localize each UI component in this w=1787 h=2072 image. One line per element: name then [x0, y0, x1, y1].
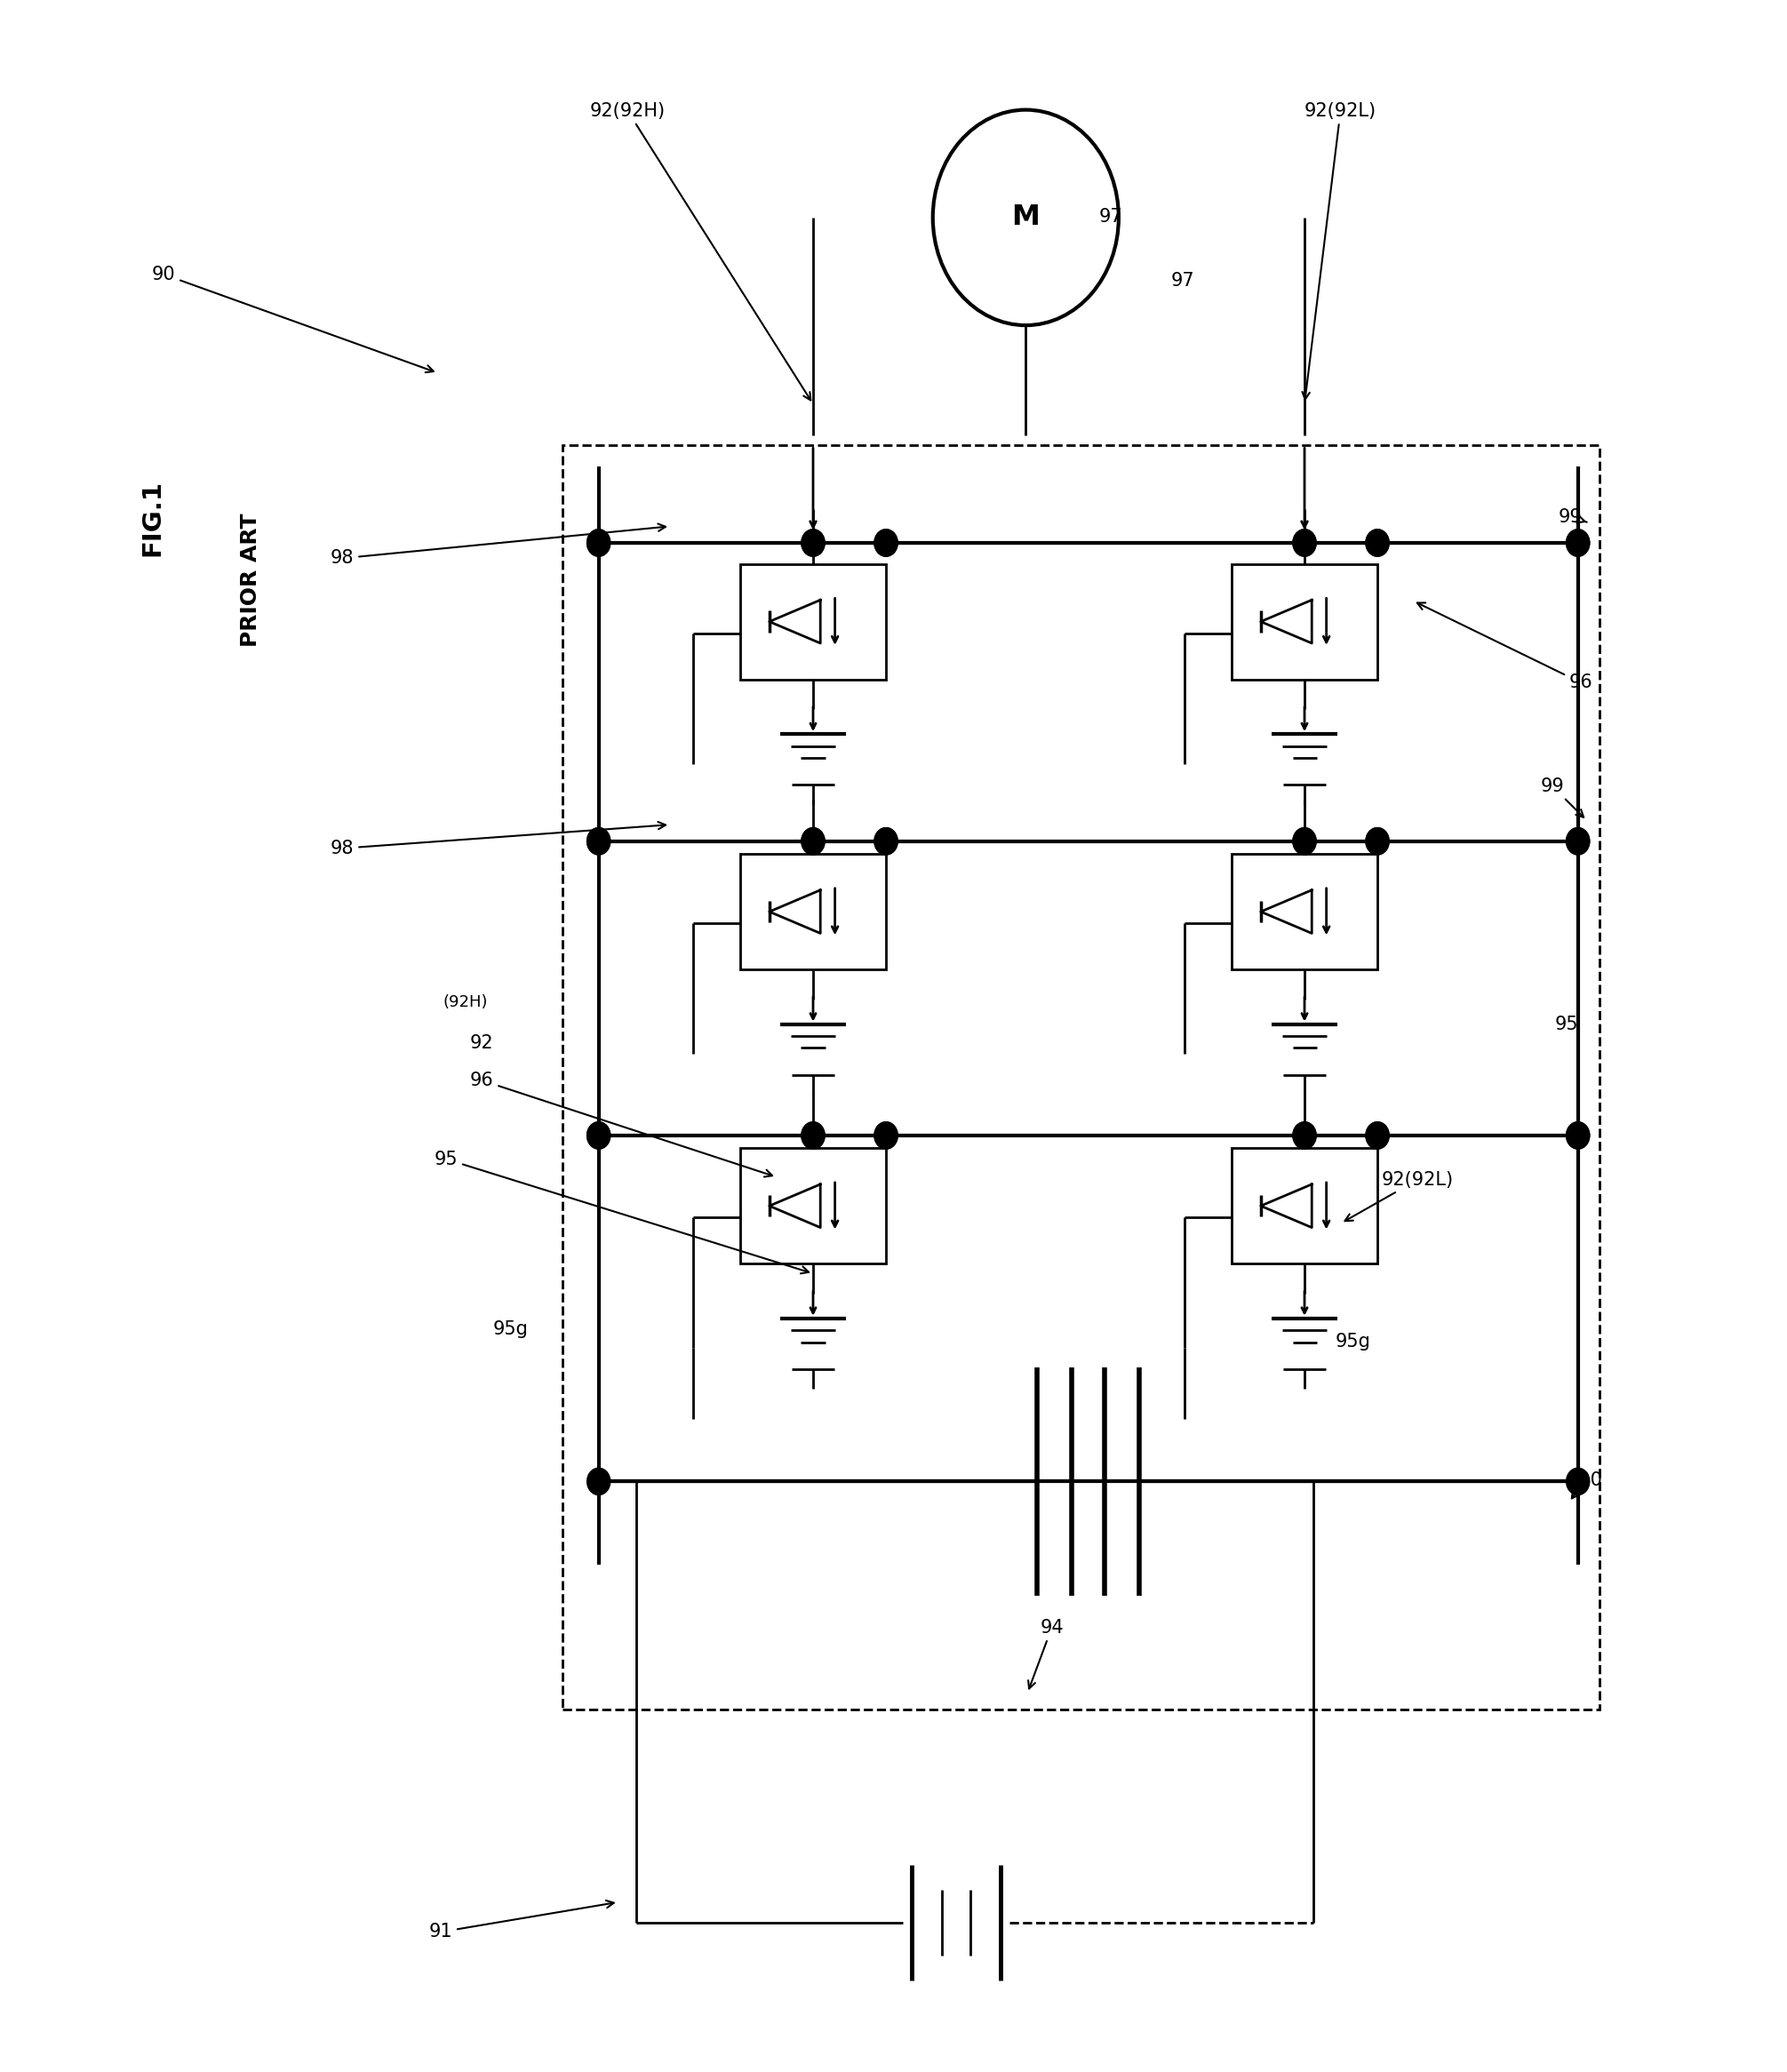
- Circle shape: [586, 829, 611, 854]
- Circle shape: [874, 1123, 897, 1148]
- Bar: [740, 564, 886, 680]
- Text: 98: 98: [331, 823, 665, 858]
- Bar: [740, 1148, 886, 1264]
- Circle shape: [586, 829, 611, 854]
- Text: 99: 99: [1558, 508, 1587, 526]
- Circle shape: [1292, 530, 1315, 555]
- Bar: [1231, 1148, 1378, 1264]
- Circle shape: [801, 530, 824, 555]
- Text: M: M: [1011, 203, 1040, 232]
- Circle shape: [1565, 1467, 1590, 1496]
- Text: 97: 97: [1099, 207, 1122, 226]
- Bar: [563, 445, 1599, 1709]
- Circle shape: [874, 530, 897, 555]
- Circle shape: [586, 1123, 611, 1148]
- Circle shape: [801, 1123, 824, 1148]
- Circle shape: [1565, 530, 1590, 555]
- Text: PRIOR ART: PRIOR ART: [239, 514, 261, 646]
- Circle shape: [1292, 1123, 1315, 1148]
- Text: 97: 97: [1170, 271, 1194, 290]
- Circle shape: [801, 829, 824, 854]
- Text: 92(92L): 92(92L): [1303, 102, 1376, 400]
- Text: 90: 90: [152, 265, 434, 373]
- Text: 95: 95: [434, 1150, 810, 1274]
- Text: 94: 94: [1028, 1618, 1063, 1689]
- Text: 95g: 95g: [493, 1320, 529, 1339]
- Circle shape: [1565, 530, 1590, 555]
- Circle shape: [874, 1123, 897, 1148]
- Text: 91: 91: [429, 1900, 613, 1941]
- Circle shape: [801, 1123, 824, 1148]
- Circle shape: [1292, 1123, 1315, 1148]
- Text: 99: 99: [1540, 777, 1583, 816]
- Circle shape: [1565, 1123, 1590, 1148]
- Circle shape: [1292, 829, 1315, 854]
- Circle shape: [1365, 530, 1388, 555]
- Text: (92H): (92H): [443, 995, 488, 1011]
- Circle shape: [586, 530, 611, 555]
- Text: FIG.1: FIG.1: [139, 481, 164, 555]
- Text: 96: 96: [470, 1071, 772, 1177]
- Bar: [1231, 854, 1378, 970]
- Circle shape: [586, 1123, 611, 1148]
- Circle shape: [1365, 530, 1388, 555]
- Circle shape: [801, 829, 824, 854]
- Circle shape: [586, 530, 611, 555]
- Circle shape: [1565, 829, 1590, 854]
- Circle shape: [1365, 1123, 1388, 1148]
- Bar: [740, 854, 886, 970]
- Circle shape: [801, 530, 824, 555]
- Circle shape: [874, 829, 897, 854]
- Circle shape: [1292, 530, 1315, 555]
- Bar: [1231, 564, 1378, 680]
- Circle shape: [586, 1467, 611, 1496]
- Text: 92(92L): 92(92L): [1346, 1171, 1453, 1220]
- Text: 92(92H): 92(92H): [590, 102, 811, 400]
- Circle shape: [874, 829, 897, 854]
- Text: 92: 92: [470, 1034, 493, 1053]
- Text: 95g: 95g: [1335, 1332, 1371, 1351]
- Circle shape: [874, 530, 897, 555]
- Text: 96: 96: [1417, 603, 1592, 692]
- Circle shape: [1292, 829, 1315, 854]
- Text: 98: 98: [331, 524, 665, 568]
- Text: 900: 900: [1567, 1471, 1603, 1498]
- Circle shape: [1365, 829, 1388, 854]
- Circle shape: [1365, 1123, 1388, 1148]
- Circle shape: [1365, 829, 1388, 854]
- Circle shape: [1565, 829, 1590, 854]
- Circle shape: [1565, 1123, 1590, 1148]
- Text: 95: 95: [1555, 1015, 1578, 1034]
